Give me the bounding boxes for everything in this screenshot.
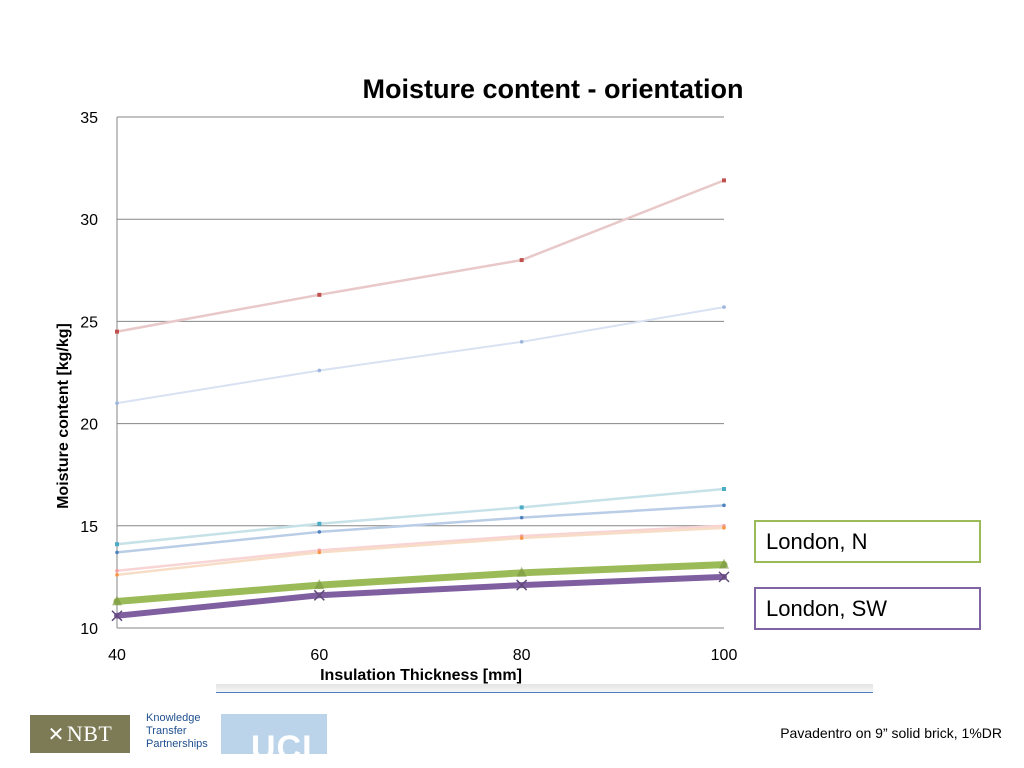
series-1-point-100 bbox=[722, 178, 726, 183]
series-3 bbox=[115, 487, 726, 547]
series-1-line bbox=[115, 179, 726, 333]
series-2-point-100 bbox=[722, 305, 726, 309]
series-8-line bbox=[114, 573, 727, 619]
series-7-line bbox=[113, 561, 728, 605]
series-7-point-60 bbox=[314, 579, 325, 590]
series-3-point-80 bbox=[519, 505, 524, 510]
series-7 bbox=[112, 558, 729, 606]
series-6 bbox=[115, 526, 726, 577]
chart-title: Moisture content - orientation bbox=[363, 74, 744, 104]
ktp-logo: Knowledge Transfer Partnerships bbox=[146, 712, 208, 751]
x-tick-label-80: 80 bbox=[513, 647, 531, 664]
series-4-point-100 bbox=[722, 503, 726, 508]
series-4-point-80 bbox=[519, 515, 524, 520]
y-tick-label-15: 15 bbox=[80, 519, 98, 536]
series-7-point-40 bbox=[112, 595, 122, 606]
ucl-logo: UCL bbox=[221, 714, 327, 754]
series-8-point-40 bbox=[111, 610, 123, 622]
y-axis-title: Moisture content [kg/kg] bbox=[55, 323, 72, 509]
series-8-point-60 bbox=[313, 589, 325, 601]
ucl-logo-text: UCL bbox=[251, 729, 324, 754]
legend-london-n: London, N bbox=[754, 520, 981, 563]
series-1-point-60 bbox=[317, 292, 322, 297]
series-6-point-100 bbox=[722, 526, 726, 530]
nbt-logo-text: NBT bbox=[66, 721, 113, 746]
legend-label-london-sw: London, SW bbox=[766, 595, 888, 621]
x-tick-label-100: 100 bbox=[711, 647, 738, 664]
series-3-point-60 bbox=[317, 521, 322, 526]
gridlines bbox=[117, 116, 724, 629]
nbt-logo: ✕ NBT bbox=[30, 715, 130, 753]
nbt-mark-icon: ✕ bbox=[47, 723, 65, 746]
y-tick-label-25: 25 bbox=[80, 314, 98, 331]
series-1-point-40 bbox=[115, 329, 119, 334]
series-5-point-40 bbox=[115, 568, 119, 573]
series-7-point-80 bbox=[516, 566, 527, 577]
x-tick-label-40: 40 bbox=[108, 647, 126, 664]
series-2-point-60 bbox=[317, 368, 322, 373]
series-2-point-40 bbox=[115, 401, 119, 405]
series-8-point-80 bbox=[516, 579, 528, 591]
series-6-point-60 bbox=[317, 550, 322, 555]
legend-london-sw: London, SW bbox=[754, 587, 981, 630]
data-series bbox=[111, 178, 730, 622]
series-3-point-100 bbox=[722, 487, 726, 492]
y-tick-label-30: 30 bbox=[80, 212, 98, 229]
series-7-point-100 bbox=[719, 558, 729, 569]
series-6-line bbox=[115, 526, 726, 577]
legend-label-london-n: London, N bbox=[766, 528, 868, 554]
slide-caption: Pavadentro on 9” solid brick, 1%DR bbox=[780, 725, 1002, 741]
ktp-line-1: Knowledge bbox=[146, 712, 201, 724]
series-6-point-40 bbox=[115, 573, 119, 577]
moisture-chart: Moisture content - orientation 10 15 20 25 3… bbox=[55, 74, 744, 684]
y-tick-label-20: 20 bbox=[80, 417, 98, 434]
series-8 bbox=[111, 571, 730, 622]
series-2-line bbox=[116, 306, 725, 405]
series-4 bbox=[115, 503, 726, 555]
series-2-point-80 bbox=[519, 340, 524, 344]
series-3-line bbox=[115, 487, 726, 546]
x-tick-label-60: 60 bbox=[310, 647, 328, 664]
series-2 bbox=[115, 305, 726, 405]
series-4-point-40 bbox=[115, 550, 119, 555]
ktp-line-3: Partnerships bbox=[146, 738, 208, 750]
footer-divider bbox=[216, 684, 873, 693]
ktp-line-2: Transfer bbox=[146, 725, 187, 737]
series-4-point-60 bbox=[317, 530, 322, 534]
series-1-point-80 bbox=[519, 258, 524, 263]
series-5-line bbox=[115, 524, 726, 573]
axis-ticks: 10 15 20 25 30 35 40 60 80 100 bbox=[80, 110, 737, 664]
series-6-point-80 bbox=[519, 536, 524, 540]
y-tick-label-35: 35 bbox=[80, 110, 98, 127]
x-axis-title: Insulation Thickness [mm] bbox=[320, 667, 522, 684]
series-8-point-100 bbox=[718, 571, 730, 583]
series-4-line bbox=[115, 504, 726, 554]
y-tick-label-10: 10 bbox=[80, 621, 98, 638]
series-3-point-40 bbox=[115, 542, 119, 547]
series-1 bbox=[115, 178, 726, 334]
